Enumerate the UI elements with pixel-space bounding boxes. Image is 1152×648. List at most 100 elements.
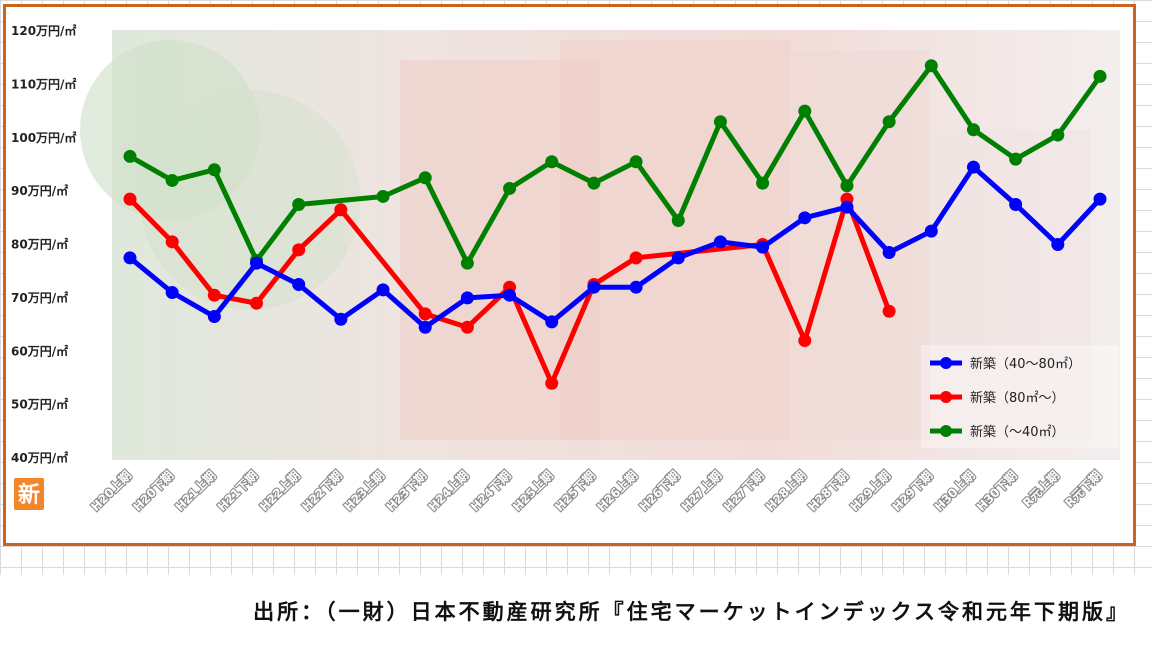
data-point [418,320,432,334]
data-point [334,203,348,217]
x-tick-label: H25上期 [509,468,555,514]
data-point [207,288,221,302]
data-point [250,256,264,270]
data-point [1051,238,1065,251]
x-tick-label: H26下期 [636,468,682,514]
data-point [629,280,643,294]
new-badge-text: 新 [18,482,40,508]
data-point [545,376,559,390]
data-point [924,59,938,73]
x-tick-label: H20上期 [88,468,134,514]
data-point [713,115,727,129]
data-point [460,320,474,334]
data-point [250,296,264,310]
data-point [840,179,854,193]
x-tick-label: H21下期 [214,468,260,514]
legend-label: 新築（～40㎡） [970,424,1065,440]
y-tick-label: 70万円/㎡ [11,290,68,305]
data-point [418,307,432,321]
data-point [882,115,896,129]
data-point [207,163,221,177]
x-tick-label: R元下期 [1062,468,1105,511]
data-point [1009,197,1023,211]
data-point [1093,69,1107,83]
data-point [376,283,390,297]
data-point [460,256,474,270]
x-tick-label: R元上期 [1019,468,1062,511]
x-tick-label: H30下期 [973,468,1019,514]
data-point [292,197,306,211]
series [123,59,1107,270]
x-tick-label: H27下期 [720,468,766,514]
legend-label: 新築（40～80㎡） [970,356,1081,372]
y-tick-label: 50万円/㎡ [11,397,68,412]
x-tick-label: H28下期 [805,468,851,514]
y-tick-label: 40万円/㎡ [11,450,68,465]
data-point [629,251,643,265]
data-point [587,176,601,190]
background-photo [80,30,1120,460]
data-point [1009,152,1023,166]
y-tick-label: 60万円/㎡ [11,343,68,358]
data-point [882,246,896,260]
data-point [882,304,896,318]
data-point [924,224,938,238]
x-tick-label: H22上期 [256,468,302,514]
x-tick-label: H20下期 [130,468,176,514]
x-tick-label: H27上期 [678,468,724,514]
x-tick-label: H25下期 [552,468,598,514]
data-point [671,213,685,227]
data-point [292,278,306,292]
y-tick-label: 90万円/㎡ [11,183,68,198]
data-point [966,160,980,174]
data-point [966,123,980,137]
data-point [629,155,643,169]
x-tick-label: H24下期 [467,468,513,514]
x-axis: H20上期H20下期H21上期H21下期H22上期H22下期H23上期H23下期… [87,466,1106,515]
legend: 新築（40～80㎡） 新築（80㎡～） 新築（～40㎡） [921,345,1119,448]
data-point [207,310,221,324]
source-citation: 出所：（一財）日本不動産研究所『住宅マーケットインデックス令和元年下期版』 [253,600,1130,624]
y-tick-label: 120万円/㎡ [11,23,76,38]
data-point [798,211,812,225]
data-point [1051,128,1065,142]
data-point [840,200,854,214]
data-point [334,312,348,326]
x-tick-label: H28上期 [762,468,808,514]
y-tick-label: 100万円/㎡ [11,130,76,145]
y-tick-label: 80万円/㎡ [11,237,68,252]
data-point [671,251,685,265]
series-line [127,164,1103,330]
line-chart: 40万円/㎡ 50万円/㎡ 60万円/㎡ 70万円/㎡ 80万円/㎡ 90万円/㎡ 100万… [11,23,1120,515]
new-badge: 新 [14,478,44,510]
legend-marker [940,357,952,369]
data-point [798,104,812,118]
data-point [503,181,517,195]
legend-marker [940,425,952,437]
data-point [545,315,559,329]
y-tick-label: 110万円/㎡ [11,76,76,91]
data-point [165,235,179,249]
data-point [713,235,727,249]
x-tick-label: H21上期 [172,468,218,514]
data-point [123,149,137,163]
x-tick-label: H29上期 [847,468,893,514]
data-point [165,173,179,187]
data-point [756,176,770,190]
data-point [587,280,601,294]
x-tick-label: H29下期 [889,468,935,514]
data-point [165,286,179,300]
data-point [123,192,137,206]
data-point [418,171,432,185]
series-layer [123,59,1107,390]
x-tick-label: H30上期 [931,468,977,514]
data-point [503,288,517,302]
data-point [123,251,137,265]
x-tick-label: H23下期 [383,468,429,514]
data-point [756,240,770,254]
data-point [1093,192,1107,206]
y-axis: 40万円/㎡ 50万円/㎡ 60万円/㎡ 70万円/㎡ 80万円/㎡ 90万円/㎡ 100万… [11,23,76,465]
source-panel [0,575,1152,648]
data-point [292,243,306,257]
data-point [798,334,812,348]
